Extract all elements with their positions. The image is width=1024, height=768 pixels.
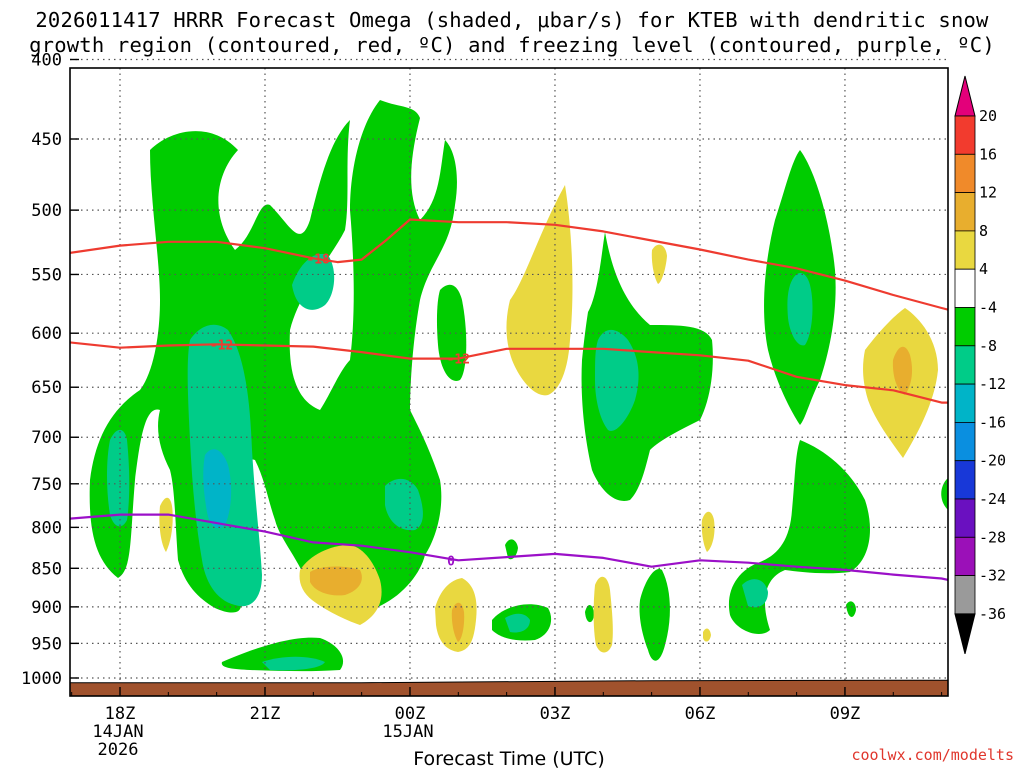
y-tick-label-550: 550 [31,265,62,285]
contour-label-freezing-0: 0 [447,554,455,569]
colorbar-segment-5 [954,307,976,347]
omega-green-region-main [89,100,457,613]
omega-teal-region-low-center [505,613,530,633]
colorbar-segment-1 [954,153,976,194]
y-tick-label-500: 500 [31,201,62,221]
y-tick-label-650: 650 [31,378,62,398]
colorbar-segment-2 [954,192,976,232]
omega-yellow-region-small-1 [159,497,173,552]
colorbar-segment-0 [954,115,976,155]
omega-teal-region-right [787,272,813,346]
x-tick-label-03Z: 03Z [540,704,571,724]
colorbar-label--28: -28 [979,528,1006,546]
x-tick-label-21Z: 21Z [250,704,281,724]
colorbar-label-8: 8 [979,222,988,240]
y-tick-label-1000: 1000 [21,669,62,689]
y-tick-label-950: 950 [31,634,62,654]
omega-yellow-region-small-5 [703,628,711,642]
omega-yellow-region-small-4 [701,511,715,552]
grid-lines [70,58,948,696]
omega-teal-region-low-left [262,656,325,671]
y-tick-label-800: 800 [31,518,62,538]
omega-yellow-region-small-2 [651,244,667,284]
omega-orange-region-right [892,346,913,395]
credit-link[interactable]: coolwx.com/modelts [851,746,1014,764]
x-tick-year-18Z: 2026 [98,740,139,760]
x-tick-label-09Z: 09Z [830,704,861,724]
isotherm-minus18-line [70,218,948,311]
omega-teal-region-far-left [107,429,130,527]
x-tick-date-00Z: 15JAN [382,722,433,742]
colorbar-label--24: -24 [979,490,1006,508]
y-axis-pressure: 2503003504004505005506006507007508008509… [21,51,79,689]
colorbar-label-20: 20 [979,107,997,125]
contour-lines [70,218,948,696]
colorbar-label-4: 4 [979,260,988,278]
y-tick-label-900: 900 [31,598,62,618]
colorbar: 20 16 12 8 4 -4 -8 -12 -16 -20 -24 -28 -32 -36 [954,75,1006,655]
x-tick-date-18Z: 14JAN [92,722,143,742]
colorbar-segment-11 [954,536,976,576]
omega-teal-region-upper [292,253,335,310]
colorbar-segment-4 [954,268,976,308]
colorbar-segment-9 [954,460,976,500]
omega-teal-region-lower-right [742,579,768,608]
chart-title-line-1: 2026011417 HRRR Forecast Omega (shaded, … [35,8,989,32]
y-tick-label-600: 600 [31,324,62,344]
omega-yellow-region-small-3 [593,576,613,653]
x-tick-label-00Z: 00Z [395,704,426,724]
omega-green-region-small-1 [505,539,518,560]
colorbar-top-arrow [954,75,976,117]
omega-green-region-small-2 [585,604,594,623]
x-tick-label-18Z: 18Z [105,704,136,724]
contour-label-minus12-a: -12 [210,338,233,353]
colorbar-label-12: 12 [979,184,997,202]
colorbar-label--12: -12 [979,375,1006,393]
omega-green-region-edge [941,478,948,510]
colorbar-segment-6 [954,345,976,385]
colorbar-label--32: -32 [979,567,1006,585]
omega-teal-region-mid [385,478,423,531]
omega-teal-region-center [595,329,639,431]
colorbar-label--4: -4 [979,299,997,317]
y-tick-label-400: 400 [31,51,62,71]
plot-frame [69,67,949,697]
omega-green-region-upper-right [436,284,467,381]
chart-title: 2026011417 HRRR Forecast Omega (shaded, … [0,8,1024,58]
omega-shading-layer [89,100,948,672]
y-tick-label-450: 450 [31,130,62,150]
isotherm-minus12-line [70,341,948,404]
omega-yellow-region-center [506,185,573,396]
omega-cyan-region [203,449,232,529]
y-tick-label-700: 700 [31,428,62,448]
omega-orange-region-low [451,602,465,642]
colorbar-segment-7 [954,383,976,423]
colorbar-segment-10 [954,498,976,538]
omega-green-region-center [581,232,713,501]
colorbar-segment-12 [954,575,976,615]
contour-label-minus18: -18 [306,252,330,267]
freezing-level-line [70,513,948,582]
y-tick-label-850: 850 [31,559,62,579]
omega-green-region-low-mid [639,569,670,661]
omega-orange-region-left [310,566,362,596]
colorbar-segment-3 [954,230,976,270]
colorbar-label--36: -36 [979,605,1006,623]
colorbar-segment-8 [954,421,976,462]
colorbar-label--16: -16 [979,413,1006,431]
y-tick-label-750: 750 [31,475,62,495]
contour-labels: -18 -12 -12 0 [210,252,470,569]
contour-label-minus12-b: -12 [447,353,470,368]
x-tick-label-06Z: 06Z [685,704,716,724]
colorbar-bottom-arrow [954,613,976,655]
ground-surface [70,679,948,696]
colorbar-label--8: -8 [979,337,997,355]
omega-green-region-small-3 [846,601,856,617]
colorbar-label-16: 16 [979,145,997,163]
colorbar-label--20: -20 [979,452,1006,470]
x-axis-label: Forecast Time (UTC) [413,748,604,768]
chart-title-line-2: growth region (contoured, red, ºC) and f… [29,33,995,57]
